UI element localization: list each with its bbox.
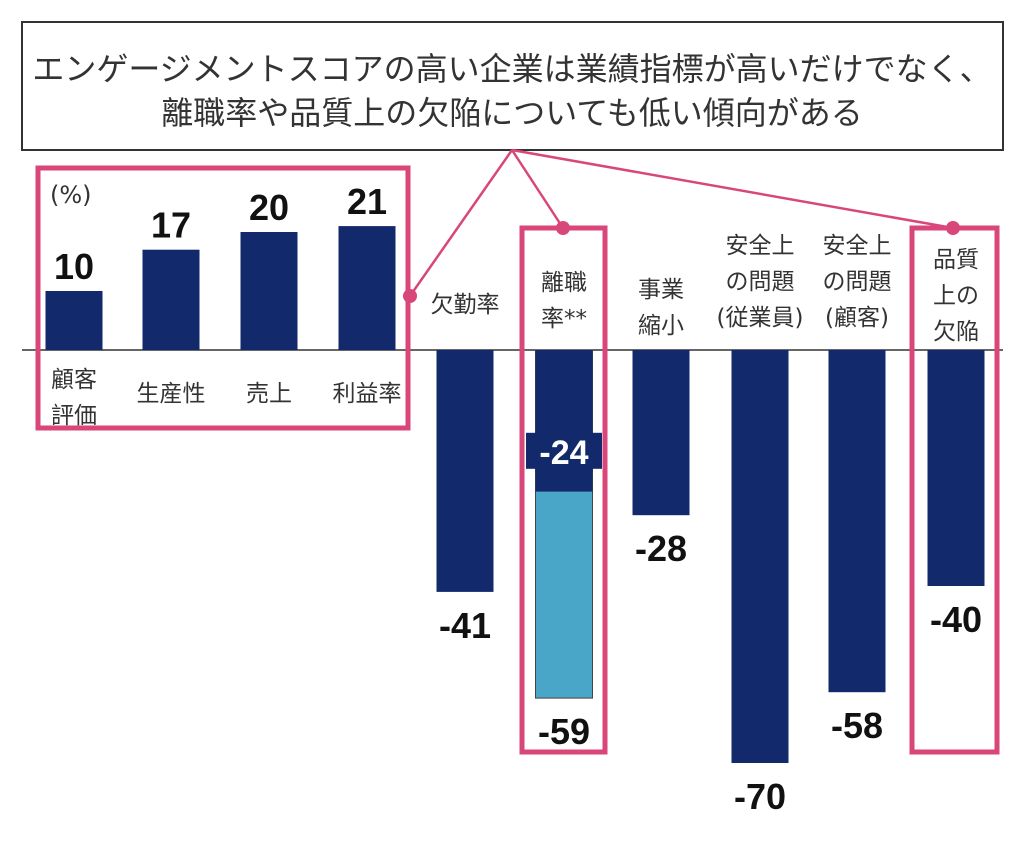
value-label-bg (526, 432, 602, 469)
category-label-extra-segment: 離職 率** (541, 270, 587, 332)
category-label: 事業 縮小 (638, 277, 684, 339)
category-label: 欠勤率 (430, 292, 500, 318)
bar (240, 232, 298, 350)
value-label: -40 (930, 599, 982, 640)
value-label: -41 (439, 605, 491, 646)
value-label: -70 (734, 776, 786, 817)
title-line-2: 離職率や品質上の欠陥についても低い傾向がある (161, 94, 862, 132)
bar (142, 249, 200, 350)
category-label: 安全上 の問題 (顧客) (822, 233, 892, 331)
title-line-1: エンゲージメントスコアの高い企業は業績指標が高いだけでなく、 (32, 50, 991, 88)
connector-line (511, 148, 954, 230)
category-label: 顧客 評価 (51, 367, 97, 429)
title-box (21, 21, 1004, 151)
bar (632, 350, 690, 516)
value-label: 10 (54, 246, 94, 287)
unit-label: (%) (50, 181, 92, 209)
category-label: 売上 (246, 381, 292, 407)
bar (338, 226, 396, 350)
bar (45, 291, 103, 350)
connector-line (510, 149, 565, 229)
connector-line (408, 149, 514, 297)
value-label: 20 (249, 187, 289, 228)
category-label: 品質 上の 欠陥 (933, 247, 979, 345)
connector-dot (403, 289, 417, 303)
value-label: 17 (151, 205, 191, 246)
bar (436, 350, 494, 592)
value-label: -58 (831, 705, 883, 746)
bar (927, 350, 985, 586)
category-label: 生産性 (136, 381, 206, 407)
bar (731, 350, 789, 763)
connector-dot (556, 221, 570, 235)
connector-dot (946, 221, 960, 235)
bar (828, 350, 886, 693)
value-label: 21 (347, 181, 387, 222)
category-label: 利益率 (332, 381, 402, 407)
value-label: -24 (539, 434, 588, 472)
value-label: -28 (635, 528, 687, 569)
category-label: 安全上 の問題 (従業員) (716, 233, 804, 331)
value-label-extra: -59 (538, 711, 590, 752)
